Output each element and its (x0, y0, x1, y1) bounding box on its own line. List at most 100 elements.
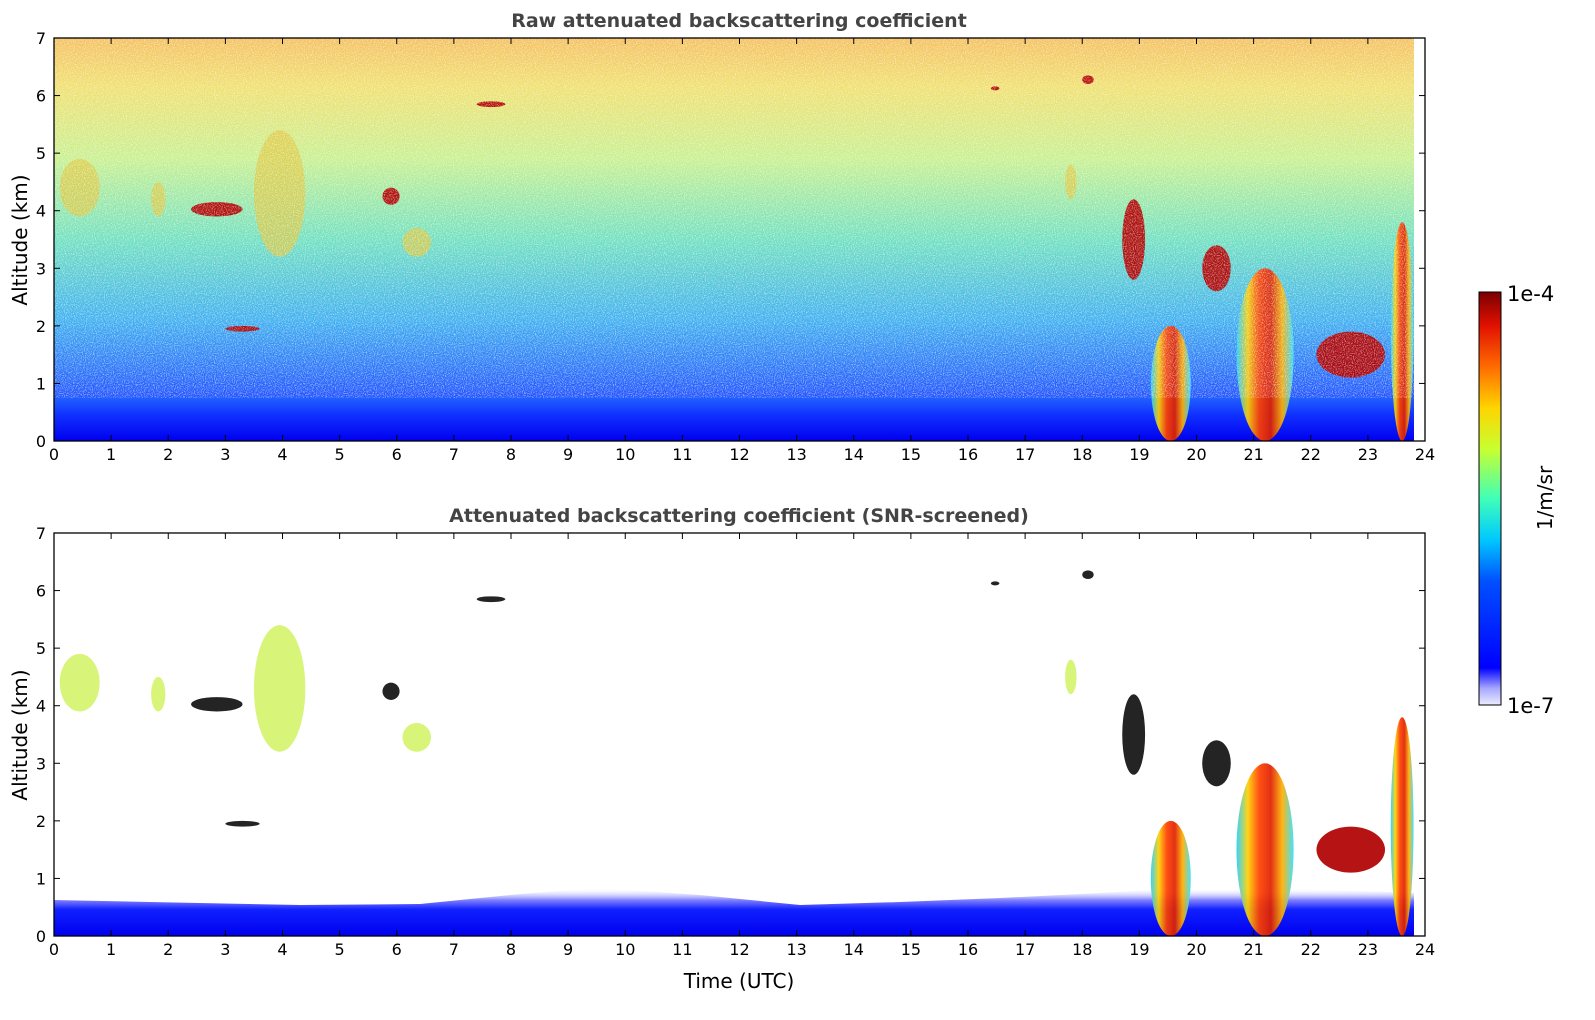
x-tick-label: 16 (958, 445, 978, 464)
panel1-y-axis: 0 1 2 3 4 5 6 7 (36, 29, 1425, 451)
panel2-plot-area (53, 532, 1426, 937)
cloud-feature-low-cloud (1316, 826, 1386, 873)
x-tick-label: 3 (220, 445, 230, 464)
colorbar-gradient (1478, 291, 1502, 706)
x-tick-label: 11 (672, 445, 692, 464)
x-axis-label: Time (UTC) (683, 969, 795, 993)
cloud-feature-cirrus (1122, 694, 1146, 775)
x-tick-label: 6 (392, 940, 402, 959)
panel1-title: Raw attenuated backscattering coefficien… (511, 10, 967, 32)
x-tick-label: 7 (449, 940, 459, 959)
x-tick-label: 2 (163, 940, 173, 959)
x-tick-label: 2 (163, 445, 173, 464)
colorbar-min-label: 1e-7 (1507, 694, 1554, 718)
x-tick-label: 18 (1072, 445, 1092, 464)
cloud-feature-fall-streak (151, 676, 166, 712)
cloud-feature-fall-streak (253, 625, 306, 752)
panel1-y-label: Altitude (km) (8, 174, 32, 305)
x-tick-label: 9 (563, 940, 573, 959)
x-tick-label: 19 (1129, 445, 1149, 464)
y-tick-label: 5 (36, 144, 46, 163)
x-tick-label: 8 (506, 445, 516, 464)
cloud-feature-convective (1150, 820, 1191, 937)
raw-backscatter-panel: Raw attenuated backscattering coefficien… (8, 10, 1435, 464)
y-tick-label: 2 (36, 812, 46, 831)
x-tick-label: 8 (506, 940, 516, 959)
x-tick-label: 11 (672, 940, 692, 959)
cloud-feature-fall-streak (59, 653, 100, 712)
x-tick-label: 14 (844, 940, 864, 959)
x-tick-label: 15 (901, 445, 921, 464)
x-tick-label: 17 (1015, 445, 1035, 464)
colorbar-max-label: 1e-4 (1507, 282, 1554, 306)
y-tick-label: 6 (36, 87, 46, 106)
x-tick-label: 4 (277, 445, 287, 464)
x-tick-label: 23 (1358, 940, 1378, 959)
x-tick-label: 19 (1129, 940, 1149, 959)
panel1-plot-area (53, 37, 1426, 442)
x-tick-label: 15 (901, 940, 921, 959)
y-tick-label: 4 (36, 202, 46, 221)
x-tick-label: 7 (449, 445, 459, 464)
y-tick-label: 0 (36, 432, 46, 451)
colorbar-unit-label: 1/m/sr (1533, 465, 1557, 530)
x-tick-label: 13 (786, 940, 806, 959)
x-tick-label: 16 (958, 940, 978, 959)
x-tick-label: 20 (1186, 445, 1206, 464)
y-tick-label: 6 (36, 582, 46, 601)
y-tick-label: 1 (36, 869, 46, 888)
y-tick-label: 1 (36, 374, 46, 393)
panel2-y-label: Altitude (km) (8, 669, 32, 800)
x-tick-label: 5 (335, 445, 345, 464)
cloud-feature-convective (1236, 763, 1294, 937)
x-tick-label: 4 (277, 940, 287, 959)
y-tick-label: 5 (36, 639, 46, 658)
x-tick-label: 23 (1358, 445, 1378, 464)
x-tick-label: 5 (335, 940, 345, 959)
x-tick-label: 12 (729, 445, 749, 464)
panel1-x-axis: 0 1 2 3 4 5 6 7 8 9 10 11 12 13 14 15 16 17 18 19 20 21 22 23 24 (49, 38, 1435, 464)
x-tick-label: 12 (729, 940, 749, 959)
panel2-features (59, 570, 1414, 937)
panel2-background (54, 533, 1425, 936)
x-tick-label: 21 (1243, 445, 1263, 464)
cloud-feature-cirrus (990, 581, 1000, 586)
panel1-speckle-overlay (54, 38, 1414, 398)
cloud-feature-cirrus (1082, 570, 1094, 580)
x-tick-label: 0 (49, 445, 59, 464)
y-tick-label: 2 (36, 317, 46, 336)
x-tick-label: 21 (1243, 940, 1263, 959)
panel2-y-axis: 0 1 2 3 4 5 6 7 (36, 524, 1425, 946)
panel2-boundary-layer (54, 888, 1414, 936)
cloud-feature-cirrus (191, 697, 243, 712)
x-tick-label: 22 (1301, 445, 1321, 464)
x-tick-label: 10 (615, 445, 635, 464)
x-tick-label: 18 (1072, 940, 1092, 959)
x-tick-label: 1 (106, 445, 116, 464)
panel1-boundary-layer (54, 398, 1414, 441)
x-tick-label: 9 (563, 445, 573, 464)
x-tick-label: 3 (220, 940, 230, 959)
cloud-feature-convective (1390, 717, 1414, 936)
x-tick-label: 13 (786, 445, 806, 464)
y-tick-label: 3 (36, 259, 46, 278)
x-tick-label: 10 (615, 940, 635, 959)
colorbar: 1e-4 1e-7 1/m/sr (1478, 282, 1557, 718)
y-tick-label: 3 (36, 754, 46, 773)
screened-backscatter-panel: Attenuated backscattering coefficient (S… (8, 505, 1435, 993)
x-tick-label: 1 (106, 940, 116, 959)
cloud-feature-cirrus (1202, 740, 1231, 787)
x-tick-label: 22 (1301, 940, 1321, 959)
x-tick-label: 6 (392, 445, 402, 464)
x-tick-label: 0 (49, 940, 59, 959)
x-tick-label: 24 (1415, 445, 1435, 464)
x-tick-label: 17 (1015, 940, 1035, 959)
cloud-feature-cirrus (225, 820, 260, 827)
cloud-feature-fall-streak (402, 722, 432, 752)
cloud-feature-cirrus (476, 596, 506, 603)
y-tick-label: 7 (36, 29, 46, 48)
y-tick-label: 0 (36, 927, 46, 946)
y-tick-label: 4 (36, 697, 46, 716)
y-tick-label: 7 (36, 524, 46, 543)
